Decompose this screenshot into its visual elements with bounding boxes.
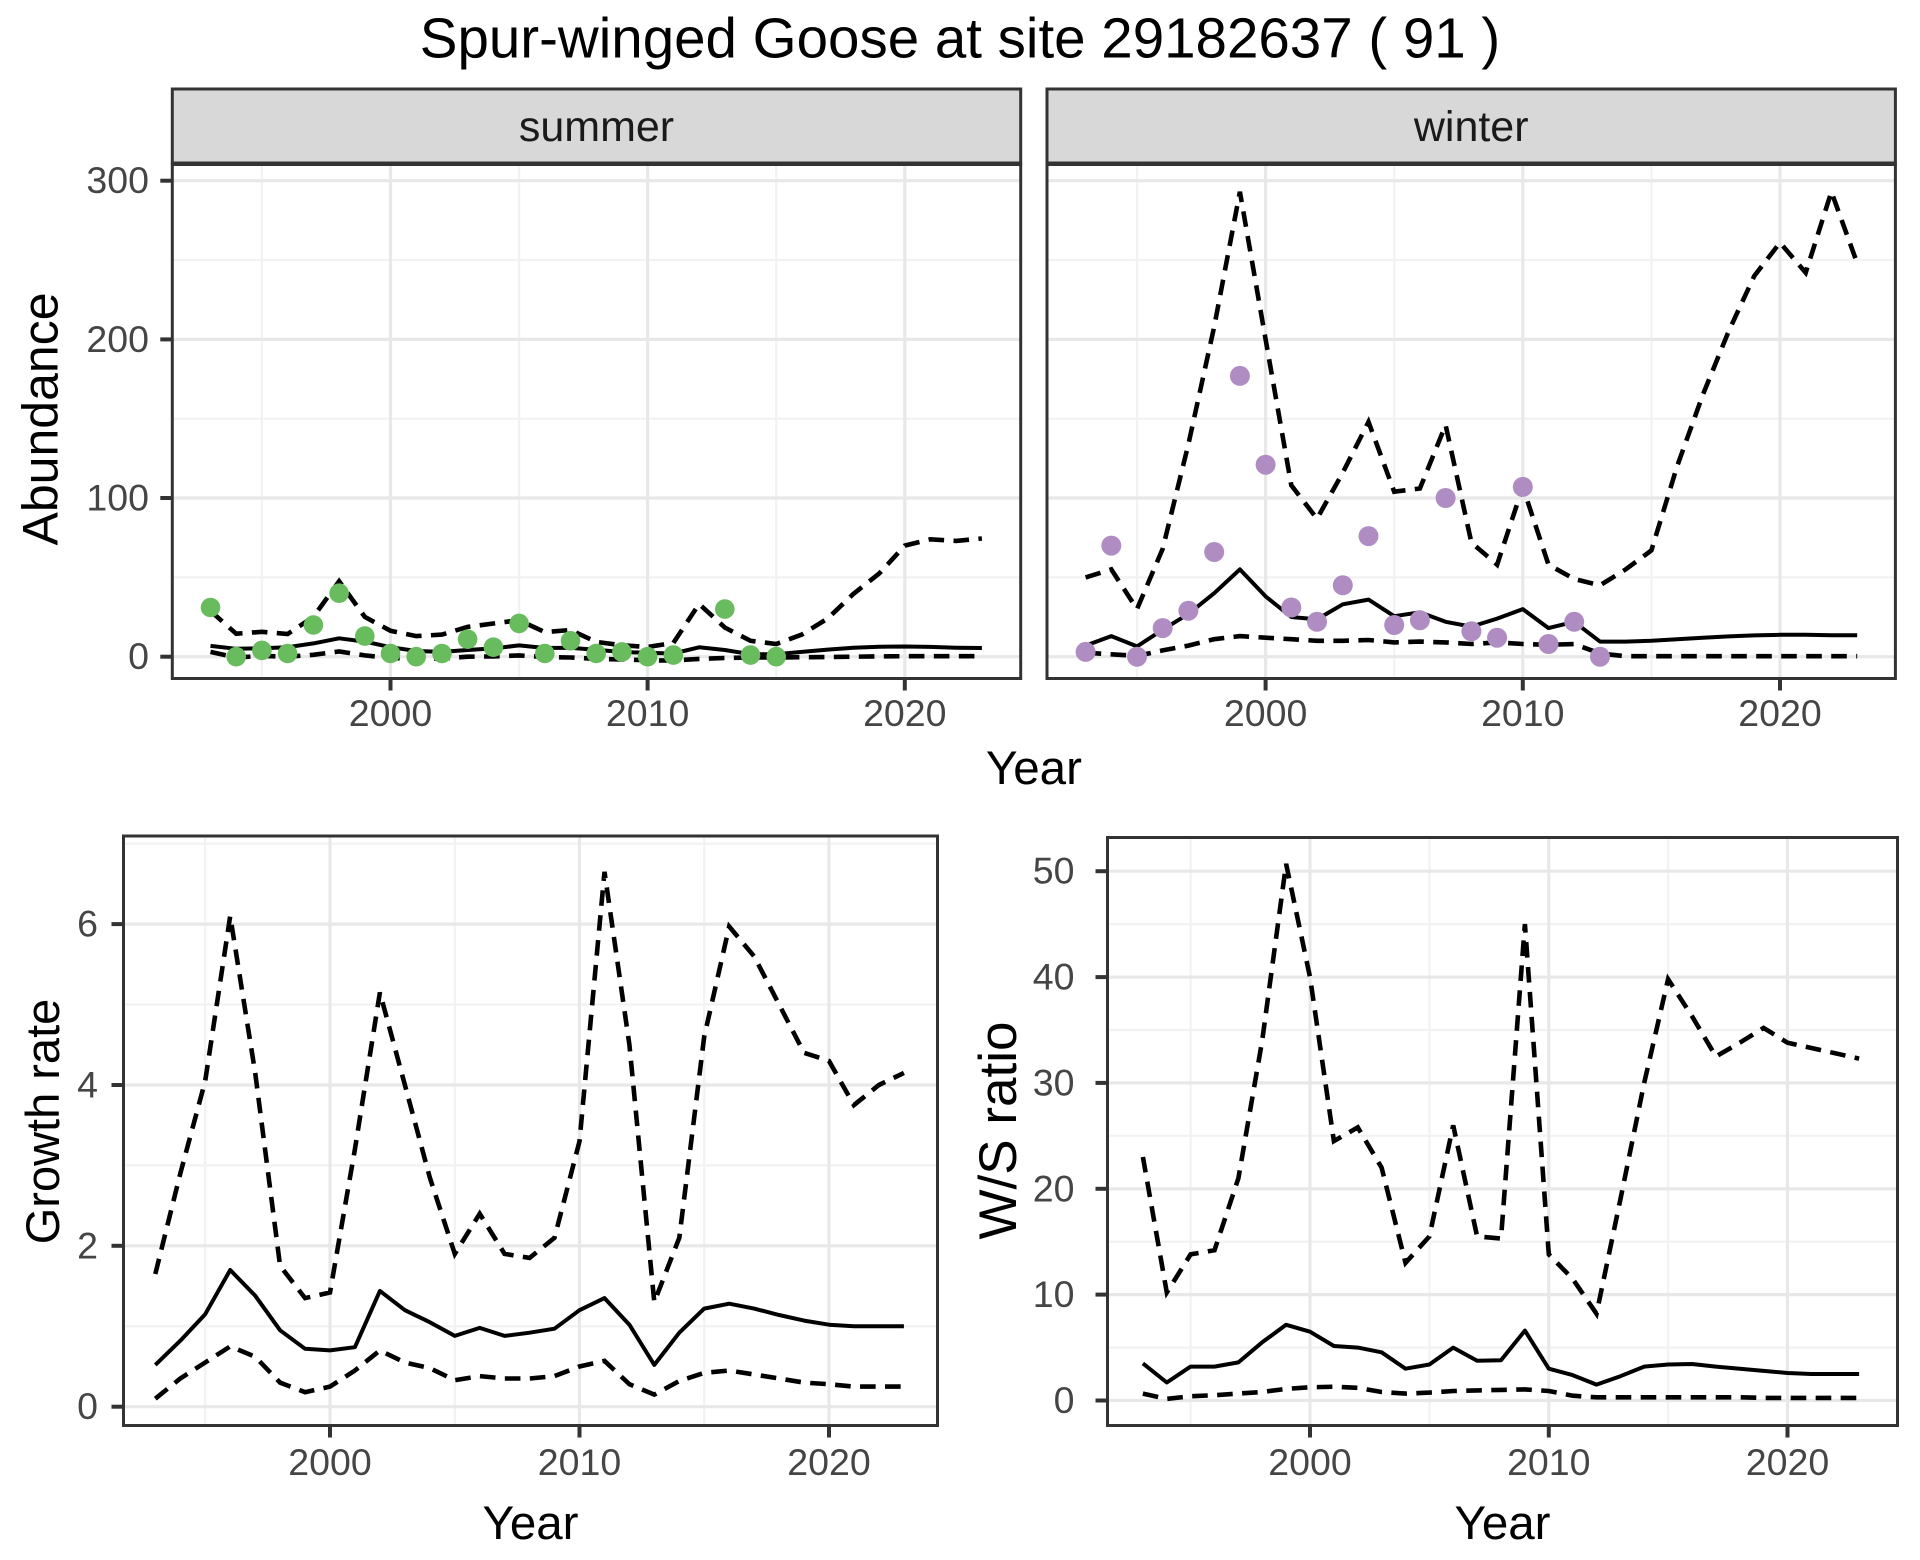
svg-text:50: 50 xyxy=(1033,850,1075,892)
svg-text:Year: Year xyxy=(483,1497,579,1550)
svg-text:Abundance: Abundance xyxy=(13,292,69,545)
svg-text:Spur-winged Goose at site 2918: Spur-winged Goose at site 29182637 ( 91 … xyxy=(420,7,1500,70)
svg-text:300: 300 xyxy=(86,159,149,201)
svg-text:2000: 2000 xyxy=(349,692,432,734)
svg-text:4: 4 xyxy=(77,1064,98,1106)
svg-text:0: 0 xyxy=(77,1385,98,1427)
svg-text:2010: 2010 xyxy=(538,1441,621,1483)
svg-text:6: 6 xyxy=(77,903,98,945)
svg-text:summer: summer xyxy=(519,103,674,151)
svg-text:Year: Year xyxy=(986,742,1082,795)
svg-text:2020: 2020 xyxy=(1746,1441,1829,1483)
svg-text:2010: 2010 xyxy=(1481,692,1564,734)
svg-text:2000: 2000 xyxy=(288,1441,371,1483)
svg-text:100: 100 xyxy=(86,477,149,519)
svg-text:W/S ratio: W/S ratio xyxy=(969,1022,1028,1240)
svg-text:40: 40 xyxy=(1033,956,1075,998)
svg-text:2000: 2000 xyxy=(1224,692,1307,734)
svg-text:2000: 2000 xyxy=(1268,1441,1351,1483)
svg-text:2: 2 xyxy=(77,1224,98,1266)
svg-text:20: 20 xyxy=(1033,1167,1075,1209)
svg-text:Growth rate: Growth rate xyxy=(16,999,69,1245)
svg-text:2020: 2020 xyxy=(787,1441,870,1483)
svg-text:2020: 2020 xyxy=(1738,692,1821,734)
svg-text:0: 0 xyxy=(128,635,149,677)
svg-text:30: 30 xyxy=(1033,1061,1075,1103)
svg-text:Year: Year xyxy=(1455,1497,1551,1550)
svg-text:2010: 2010 xyxy=(606,692,689,734)
svg-text:2020: 2020 xyxy=(863,692,946,734)
svg-text:200: 200 xyxy=(86,318,149,360)
svg-text:winter: winter xyxy=(1413,103,1529,151)
svg-text:2010: 2010 xyxy=(1507,1441,1590,1483)
svg-text:10: 10 xyxy=(1033,1273,1075,1315)
svg-text:0: 0 xyxy=(1054,1379,1075,1421)
